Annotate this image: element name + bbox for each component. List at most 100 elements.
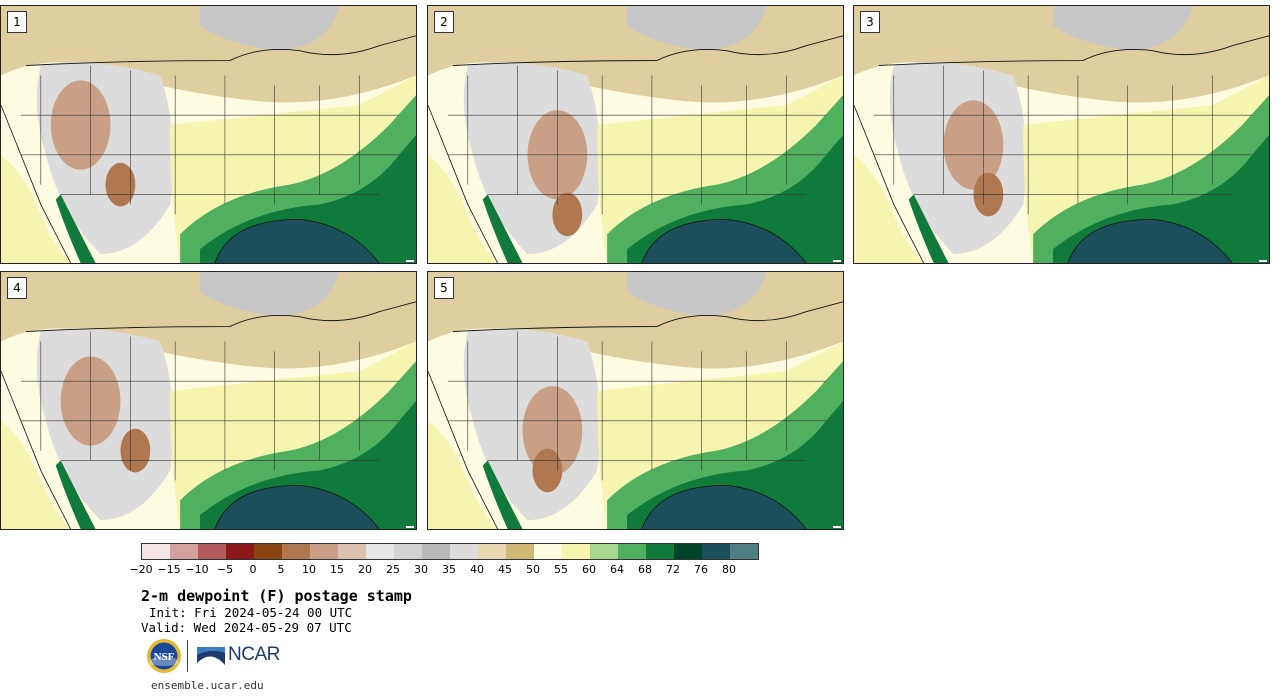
gulf-coastline [1067,218,1233,263]
colorbar-swatch [646,544,674,559]
gulf-of-mexico [641,219,807,263]
lakes-region [627,272,767,317]
colorbar-swatch [226,544,254,559]
ncar-logo-text: NCAR [228,644,280,665]
coastline [1,105,72,263]
border-line [25,35,416,66]
gulf-of-mexico [641,485,807,529]
coastline [428,105,499,263]
pacific-region [854,154,924,263]
colorbar-swatch [366,544,394,559]
colorbar-tick-label: 30 [414,563,428,576]
state-boundaries [20,65,400,215]
colorbar-tick-label: 55 [554,563,568,576]
dewpoint-map [854,6,1269,263]
lakes-region [1053,6,1193,51]
very-low-dewpoint-area [532,448,563,493]
coastline [428,371,499,529]
colorbar-swatch [618,544,646,559]
state-boundaries [873,65,1253,215]
colorbar-swatch [730,544,758,559]
colorbar-tick-label: 68 [638,563,652,576]
low-dewpoint-area [50,80,111,170]
dewpoint-map [428,6,843,263]
pacific-region [428,420,498,529]
pacific-region [1,154,71,263]
colorbar-tick-label: 50 [526,563,540,576]
lakes-region [200,272,340,317]
coastline [1,371,72,529]
logo-divider [187,640,188,672]
baja-region [482,194,523,263]
colorbar-tick-label: −20 [129,563,153,576]
colorbar-tick-label: 25 [386,563,400,576]
scale-mark [833,526,841,528]
baja-region [908,194,949,263]
colorbar-tick-label: −15 [157,563,181,576]
border-line [452,301,843,332]
colorbar-tick-label: 64 [610,563,624,576]
baja-region [55,194,96,263]
panel-number: 3 [860,11,880,33]
colorbar-swatch [674,544,702,559]
scale-mark [1259,260,1267,262]
very-low-dewpoint-area [105,162,136,207]
coastline [854,105,925,263]
very-low-dewpoint-area [552,192,583,237]
init-time: Init: Fri 2024-05-24 00 UTC [149,605,353,620]
colorbar-tick-label: 15 [330,563,344,576]
border-line [25,301,416,332]
colorbar-swatch [562,544,590,559]
state-boundaries [447,331,827,481]
valid-time: Valid: Wed 2024-05-29 07 UTC [141,620,352,635]
colorbar-tick-label: 60 [582,563,596,576]
lakes-region [627,6,767,51]
chart-title: 2-m dewpoint (F) postage stamp [141,587,412,605]
panel-number: 5 [434,277,454,299]
colorbar-swatch [590,544,618,559]
gulf-of-mexico [1067,219,1233,263]
dewpoint-map [1,272,416,529]
border-line [878,35,1269,66]
lakes-region [200,6,340,51]
postage-stamp-panel-3: 3 [853,5,1270,264]
colorbar-tick-label: 72 [666,563,680,576]
colorbar-swatch [282,544,310,559]
nsf-logo: NSF [147,639,181,673]
colorbar-swatch [198,544,226,559]
colorbar-tick-label: 5 [277,563,285,576]
baja-region [55,460,96,529]
colorbar-swatch [450,544,478,559]
panel-number: 1 [7,11,27,33]
panel-number: 4 [7,277,27,299]
colorbar-swatch [422,544,450,559]
gulf-of-mexico [214,485,380,529]
state-boundaries [447,65,827,215]
colorbar-swatch [170,544,198,559]
colorbar-swatch [506,544,534,559]
colorbar-swatch [338,544,366,559]
colorbar-tick-label: −10 [185,563,209,576]
colorbar-tick-label: 45 [498,563,512,576]
colorbar-swatch [478,544,506,559]
colorbar-swatch [534,544,562,559]
border-line [452,35,843,66]
postage-stamp-panel-2: 2 [427,5,844,264]
colorbar-swatch [254,544,282,559]
colorbar-tick-label: 20 [358,563,372,576]
baja-region [482,460,523,529]
very-low-dewpoint-area [120,428,151,473]
scale-mark [406,260,414,262]
gulf-coastline [214,218,380,263]
scale-mark [833,260,841,262]
colorbar-swatch [394,544,422,559]
colorbar-tick-labels: −20 −15 −10 −5 0 5 10 15 20 25 30 35 40 45 50 55 60 64 68 7… [129,563,781,577]
dewpoint-map [1,6,416,263]
footer-url[interactable]: ensemble.ucar.edu [151,679,264,692]
gulf-coastline [641,484,807,529]
ncar-logo: NCAR [197,643,280,667]
ncar-swoosh-icon [197,647,225,665]
gulf-of-mexico [214,219,380,263]
pacific-region [1,420,71,529]
low-dewpoint-area [522,386,583,476]
